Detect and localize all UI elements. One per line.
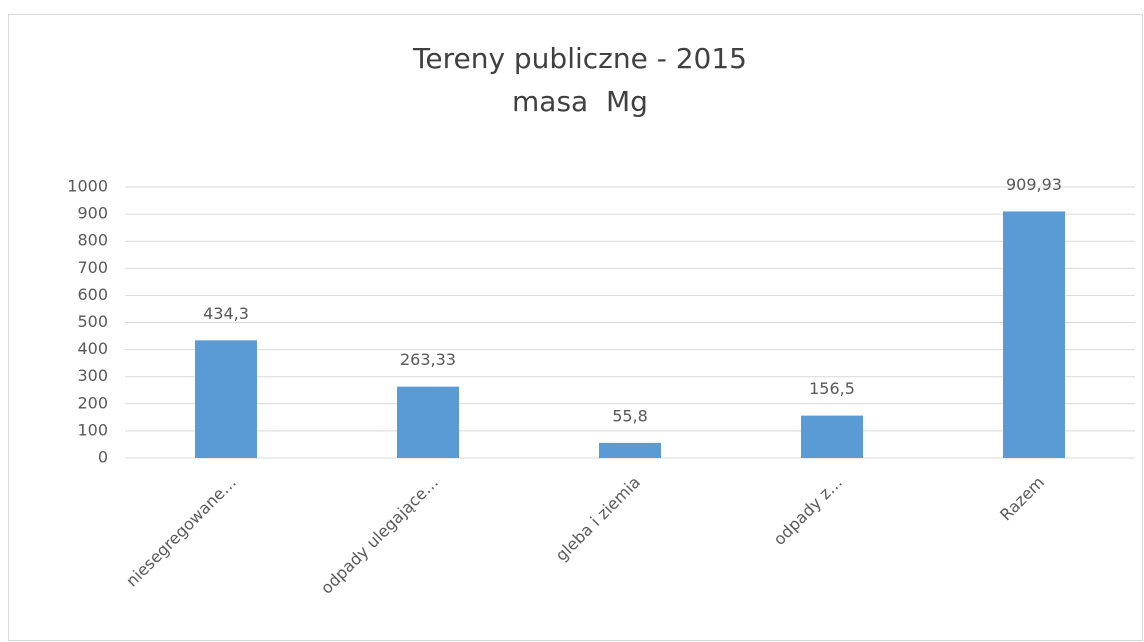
y-tick-label: 400 (77, 339, 108, 358)
y-tick-label: 200 (77, 393, 108, 412)
y-tick-label: 600 (77, 285, 108, 304)
y-tick-label: 900 (77, 204, 108, 223)
bar (801, 415, 863, 458)
y-tick-label: 0 (98, 448, 108, 467)
y-tick-label: 100 (77, 420, 108, 439)
y-tick-label: 700 (77, 258, 108, 277)
value-label: 434,3 (203, 304, 249, 323)
y-tick-label: 1000 (67, 177, 108, 196)
bar (195, 340, 257, 458)
bar (397, 386, 459, 458)
y-tick-label: 500 (77, 312, 108, 331)
y-tick-label: 800 (77, 231, 108, 250)
value-label: 156,5 (809, 379, 855, 398)
chart-frame (8, 14, 1143, 641)
value-label: 909,93 (1006, 175, 1062, 194)
y-tick-label: 300 (77, 366, 108, 385)
chart-title: Tereny publiczne - 2015 (412, 42, 747, 75)
bar (599, 442, 661, 458)
chart-subtitle: masa Mg (512, 85, 648, 118)
value-label: 55,8 (612, 406, 648, 425)
bar (1003, 211, 1065, 458)
value-label: 263,33 (400, 350, 456, 369)
